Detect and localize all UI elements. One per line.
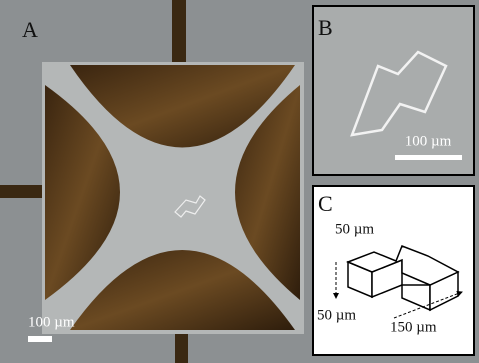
dimension-label: 50 µm — [317, 307, 356, 323]
panel-c: C 50 µm 50 µm 150 µm — [313, 186, 474, 355]
panel-frame — [313, 6, 474, 175]
scale-bar — [28, 336, 52, 342]
scale-label: 100 µm — [28, 314, 75, 330]
panel-b: B 100 µm — [313, 6, 474, 175]
dimension-label: 150 µm — [390, 319, 437, 335]
panel-label: C — [318, 191, 333, 216]
panel-label: A — [22, 17, 38, 42]
lead — [172, 0, 186, 70]
figure: A 100 µm B 100 µm C 50 µm 50 µm 150 µm — [0, 0, 479, 363]
scale-bar — [395, 155, 462, 160]
panel-label: B — [318, 15, 333, 40]
dimension-label: 50 µm — [335, 221, 374, 237]
page: A 100 µm B 100 µm C 50 µm 50 µm 150 µm (… — [0, 0, 479, 363]
scale-label: 100 µm — [405, 133, 452, 149]
